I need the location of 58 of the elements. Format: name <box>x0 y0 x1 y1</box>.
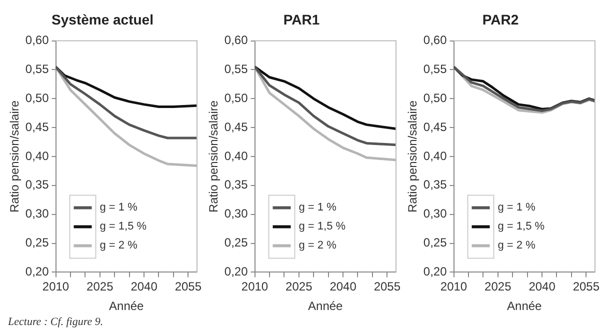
x-tick-label: 2025 <box>86 280 114 294</box>
y-tick-label: 0,25 <box>423 236 448 250</box>
y-axis-title: Ratio pension/salaire <box>8 100 22 213</box>
legend-label: g = 1,5 % <box>298 220 346 233</box>
y-tick-label: 0,30 <box>224 206 248 221</box>
x-tick-label: 2040 <box>528 280 556 294</box>
y-tick-label: 0,20 <box>25 264 50 279</box>
y-tick-label: 0,20 <box>423 264 448 279</box>
legend-label: g = 1,5 % <box>498 220 545 233</box>
legend-label: g = 2 % <box>298 240 337 252</box>
chart-title: PAR2 <box>482 11 519 28</box>
legend-label: g = 1 % <box>298 202 337 214</box>
y-tick-label: 0,35 <box>25 178 50 192</box>
y-tick-label: 0,55 <box>224 62 248 76</box>
y-axis-title: Ratio pension/salaire <box>406 100 420 213</box>
x-tick-label: 2055 <box>572 280 600 294</box>
legend-label: g = 1,5 % <box>100 220 147 233</box>
y-tick-label: 0,40 <box>25 148 50 163</box>
y-tick-label: 0,50 <box>423 90 448 105</box>
x-tick-label: 2010 <box>440 280 468 294</box>
y-tick-label: 0,50 <box>25 90 50 105</box>
x-tick-label: 2025 <box>286 280 313 294</box>
y-tick-label: 0,30 <box>25 206 50 221</box>
x-tick-label: 2010 <box>241 280 268 294</box>
y-tick-label: 0,50 <box>224 90 248 105</box>
x-axis-title: Année <box>308 299 344 314</box>
y-tick-label: 0,55 <box>423 62 448 76</box>
y-tick-label: 0,40 <box>224 148 248 163</box>
x-axis-title: Année <box>109 299 144 314</box>
x-tick-label: 2055 <box>174 280 202 294</box>
legend-label: g = 2 % <box>100 240 138 252</box>
y-tick-label: 0,45 <box>423 120 448 134</box>
y-tick-label: 0,25 <box>224 236 248 250</box>
x-tick-label: 2040 <box>330 280 357 294</box>
x-tick-label: 2055 <box>374 280 401 294</box>
x-axis-title: Année <box>507 299 542 314</box>
y-tick-label: 0,40 <box>423 148 448 163</box>
text: Lecture : Cf. figure 9. <box>8 316 104 328</box>
y-tick-label: 0,60 <box>423 33 448 48</box>
y-tick-label: 0,55 <box>25 62 50 76</box>
y-tick-label: 0,60 <box>25 33 50 48</box>
x-tick-label: 2025 <box>484 280 512 294</box>
y-tick-label: 0,20 <box>224 264 248 279</box>
chart-title: PAR1 <box>283 11 320 28</box>
y-tick-label: 0,35 <box>224 178 248 192</box>
y-tick-label: 0,35 <box>423 178 448 192</box>
legend-label: g = 1 % <box>100 202 138 214</box>
legend-label: g = 2 % <box>498 240 536 252</box>
x-tick-label: 2040 <box>130 280 158 294</box>
legend-label: g = 1 % <box>498 202 536 214</box>
y-axis-title: Ratio pension/salaire <box>206 100 221 213</box>
y-tick-label: 0,60 <box>224 33 248 48</box>
y-tick-label: 0,45 <box>25 120 50 134</box>
x-tick-label: 2010 <box>42 280 70 294</box>
y-tick-label: 0,45 <box>224 120 248 134</box>
y-tick-label: 0,30 <box>423 206 448 221</box>
chart-title: Système actuel <box>52 11 154 28</box>
y-tick-label: 0,25 <box>25 236 50 250</box>
